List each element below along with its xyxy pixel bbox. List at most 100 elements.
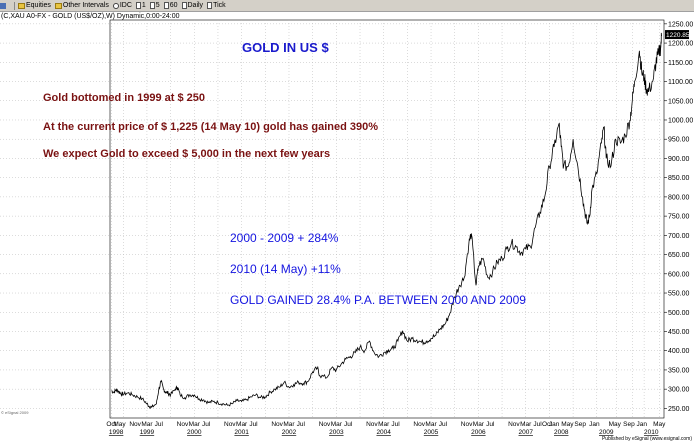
- annotation-bottom-1999: Gold bottomed in 1999 at $ 250: [43, 92, 205, 104]
- toolbar-item-0[interactable]: [0, 2, 7, 9]
- y-tick-label: 450.00: [668, 329, 690, 336]
- y-tick-label: 650.00: [668, 252, 690, 259]
- toolbar-item-label: Other Intervals: [62, 2, 109, 9]
- x-year-label: 2010: [644, 429, 659, 436]
- x-year-label: 2004: [376, 429, 391, 436]
- x-tick-label: Mar: [425, 421, 437, 428]
- toolbar-item-2[interactable]: Other Intervals: [54, 2, 109, 9]
- chart-header: (C,XAU A0-FX - GOLD (US$/OZ),W) Dynamic,…: [1, 13, 180, 20]
- esignal-watermark: © eSignal 2009: [1, 410, 29, 415]
- toolbar-item-label: IDC: [119, 2, 132, 9]
- toolbar-item-5[interactable]: 5: [149, 2, 160, 9]
- toolbar-item-label: Equities: [26, 2, 51, 9]
- x-tick-label: Mar: [236, 421, 248, 428]
- y-tick-label: 800.00: [668, 194, 690, 201]
- toolbar-item-6[interactable]: 60: [163, 2, 178, 9]
- x-year-label: 2001: [234, 429, 249, 436]
- folder-icon: [18, 2, 25, 9]
- x-tick-label: Jan: [589, 421, 600, 428]
- annotation-2000-2009: 2000 - 2009 + 284%: [230, 231, 339, 245]
- toolbar-item-3[interactable]: IDC: [112, 2, 132, 9]
- y-tick-label: 950.00: [668, 137, 690, 144]
- y-tick-label: 1050.00: [668, 98, 693, 105]
- x-tick-label: Mar: [189, 421, 201, 428]
- toolbar-item-1[interactable]: Equities: [18, 2, 51, 9]
- y-tick-label: 500.00: [668, 310, 690, 317]
- x-year-label: 2006: [471, 429, 486, 436]
- x-tick-label: Jan: [637, 421, 648, 428]
- x-tick-label: Oct: [542, 421, 552, 428]
- x-tick-label: Nov: [271, 421, 283, 428]
- chart-title-annotation: GOLD IN US $: [242, 40, 329, 55]
- x-tick-label: Jul: [249, 421, 258, 428]
- toolbar-item-8[interactable]: Tick: [207, 2, 226, 9]
- x-year-label: 2000: [187, 429, 202, 436]
- x-tick-label: Jul: [391, 421, 400, 428]
- x-tick-label: Mar: [378, 421, 390, 428]
- last-price-label: 1220.85: [666, 32, 690, 39]
- annotation-annual-gain: GOLD GAINED 28.4% P.A. BETWEEN 2000 AND …: [230, 293, 526, 307]
- x-year-label: 2007: [519, 429, 534, 436]
- x-tick-label: Nov: [366, 421, 378, 428]
- x-tick-label: Mar: [520, 421, 532, 428]
- toolbar-item-4[interactable]: 1: [135, 2, 146, 9]
- x-year-label: 2009: [599, 429, 614, 436]
- y-tick-label: 300.00: [668, 387, 690, 394]
- x-tick-label: Sep: [574, 421, 586, 428]
- gold-price-line: [111, 32, 662, 409]
- x-tick-label: May: [609, 421, 622, 428]
- y-tick-label: 600.00: [668, 271, 690, 278]
- toolbar: Equities Other Intervals IDC 1 5 60 Daily Tick: [0, 0, 694, 12]
- page-icon: [207, 2, 213, 9]
- x-tick-label: Jul: [486, 421, 495, 428]
- x-year-label: 2005: [424, 429, 439, 436]
- x-tick-label: Mar: [283, 421, 295, 428]
- publisher-footer: Published by eSignal (www.esignal.com): [601, 436, 692, 442]
- x-year-label: 1998: [109, 429, 124, 436]
- y-tick-label: 1200.00: [668, 41, 693, 48]
- x-tick-label: Jul: [202, 421, 211, 428]
- toolbar-separator: [14, 1, 15, 10]
- x-tick-label: Jul: [155, 421, 164, 428]
- x-year-label: 2003: [329, 429, 344, 436]
- x-year-label: 2002: [282, 429, 297, 436]
- annotation-2010: 2010 (14 May) +11%: [230, 262, 341, 276]
- x-tick-label: May: [113, 421, 126, 428]
- x-tick-label: May: [561, 421, 574, 428]
- folder-icon: [54, 2, 62, 9]
- x-tick-label: Mar: [473, 421, 485, 428]
- annotation-current-price: At the current price of $ 1,225 (14 May …: [43, 121, 379, 133]
- y-tick-label: 700.00: [668, 233, 690, 240]
- toolbar-item-label: 60: [169, 2, 178, 9]
- x-year-label: 2008: [554, 429, 569, 436]
- annotation-expectation: We expect Gold to exceed $ 5,000 in the …: [43, 148, 331, 160]
- toolbar-item-7[interactable]: Daily: [181, 2, 204, 9]
- last-price-box: [665, 30, 689, 40]
- toolbar-item-label: 5: [155, 2, 160, 9]
- y-tick-label: 350.00: [668, 367, 690, 374]
- y-tick-label: 250.00: [668, 406, 690, 413]
- toolbar-item-label: Daily: [187, 2, 204, 9]
- page-icon: [163, 2, 169, 9]
- x-year-label: 1999: [140, 429, 155, 436]
- chart-icon: [0, 2, 6, 9]
- x-tick-label: May: [653, 421, 666, 428]
- y-tick-label: 1000.00: [668, 117, 693, 124]
- y-tick-label: 1250.00: [668, 21, 693, 28]
- x-tick-label: Jan: [549, 421, 560, 428]
- x-tick-label: Nov: [177, 421, 189, 428]
- x-tick-label: Nov: [224, 421, 236, 428]
- toolbar-item-label: Tick: [213, 2, 226, 9]
- y-tick-label: 900.00: [668, 156, 690, 163]
- x-tick-label: Jul: [533, 421, 542, 428]
- x-tick-label: Nov: [129, 421, 141, 428]
- x-tick-label: Nov: [413, 421, 425, 428]
- y-tick-label: 1100.00: [668, 79, 693, 86]
- y-tick-label: 1150.00: [668, 60, 693, 67]
- x-tick-label: Mar: [331, 421, 343, 428]
- x-tick-label: Jul: [344, 421, 353, 428]
- page-icon: [149, 2, 155, 9]
- y-tick-label: 400.00: [668, 348, 690, 355]
- toolbar-item-label: 1: [141, 2, 146, 9]
